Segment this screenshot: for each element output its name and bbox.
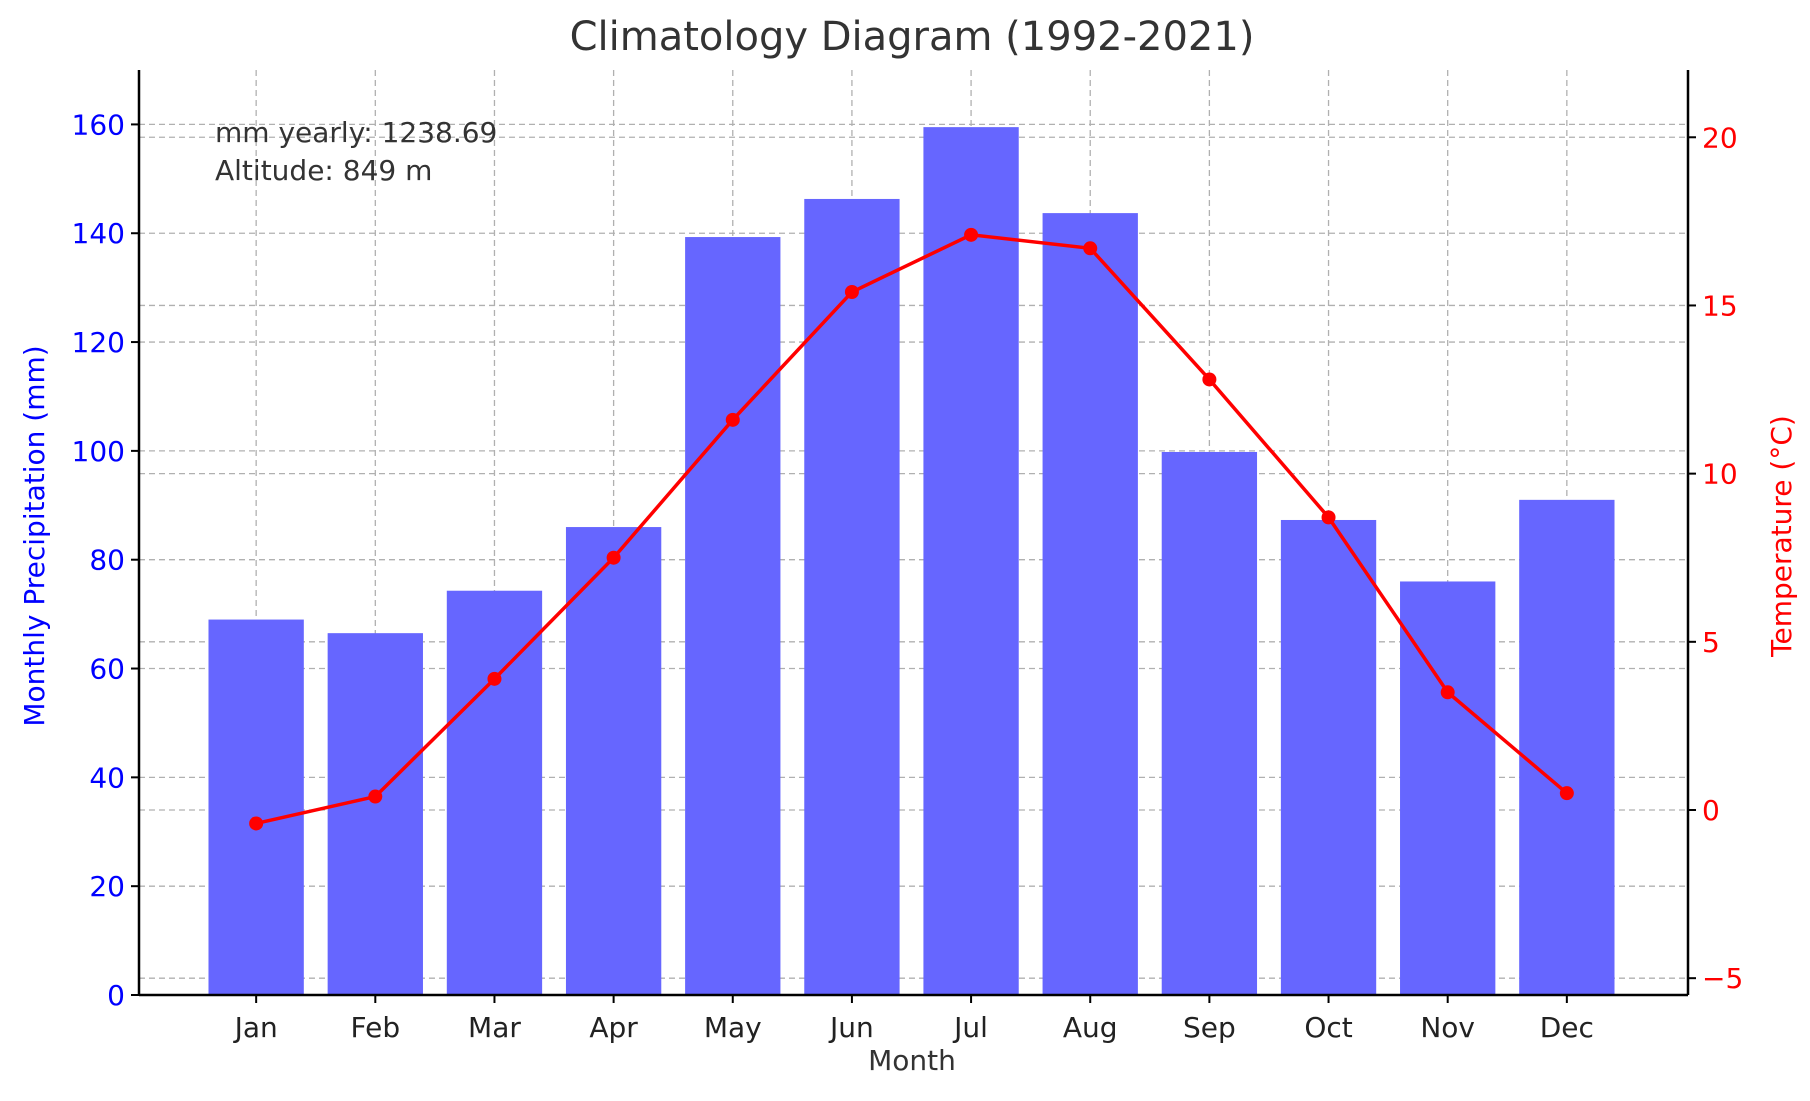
right-axis-tick-label: 0 (1702, 794, 1720, 827)
x-axis-tick-label-dec: Dec (1540, 1011, 1594, 1044)
right-axis-tick-label: 15 (1702, 289, 1738, 322)
left-axis-tick-label: 100 (72, 435, 125, 468)
x-axis-tick-label-jul: Jul (952, 1011, 988, 1044)
temperature-line (249, 227, 1574, 831)
precipitation-bar-aug (1042, 213, 1138, 996)
x-axis-tick-label-oct: Oct (1304, 1011, 1352, 1044)
temperature-point-aug (1083, 241, 1098, 256)
left-axis-tick-label: 20 (89, 870, 125, 903)
chart-text: Climatology Diagram (1992-2021) Month Mo… (18, 14, 1798, 1077)
annotation-altitude: Altitude: 849 m (215, 154, 432, 187)
right-axis-tick-label: 20 (1702, 121, 1738, 154)
temperature-point-apr (606, 550, 621, 565)
x-axis-tick-label-apr: Apr (589, 1011, 638, 1044)
left-axis-tick-label: 80 (89, 544, 125, 577)
left-axis-tick-label: 160 (72, 108, 125, 141)
temperature-point-nov (1440, 685, 1455, 700)
precipitation-bar-mar (446, 590, 543, 995)
right-axis-tick-label: −5 (1702, 962, 1743, 995)
x-axis-tick-label-sep: Sep (1183, 1011, 1236, 1044)
left-axis-tick-label: 120 (72, 326, 125, 359)
left-axis-tick-label: 60 (89, 653, 125, 686)
left-axis-tick-label: 40 (89, 761, 125, 794)
precipitation-bar-jan (208, 619, 304, 995)
temperature-point-jan (249, 816, 264, 831)
precipitation-bar-nov (1400, 581, 1496, 995)
temperature-point-mar (487, 671, 502, 686)
left-axis-label: Monthly Precipitation (mm) (18, 345, 51, 726)
precipitation-bar-oct (1280, 519, 1377, 995)
x-axis-tick-label-jan: Jan (233, 1011, 278, 1044)
precipitation-bar-feb (327, 633, 423, 995)
right-axis-tick-label: 10 (1702, 458, 1738, 491)
chart-title: Climatology Diagram (1992-2021) (570, 14, 1255, 60)
x-axis-tick-label-aug: Aug (1063, 1011, 1118, 1044)
precipitation-bar-may (685, 237, 781, 995)
x-axis-tick-label-feb: Feb (351, 1011, 401, 1044)
precipitation-bar-jun (804, 198, 900, 996)
axes: 0 20 40 60 80 100 120 140 160 −5 0 5 10 15 20 Jan Feb Mar… (72, 70, 1743, 1044)
annotation-yearly-precipitation: mm yearly: 1238.69 (215, 116, 497, 149)
temperature-point-jul (964, 227, 979, 242)
right-axis-tick-label: 5 (1702, 626, 1720, 659)
x-axis-tick-label-may: May (704, 1011, 762, 1044)
precipitation-bars (208, 127, 1615, 996)
temperature-point-sep (1202, 372, 1217, 387)
left-axis-tick-label: 0 (107, 979, 125, 1012)
temperature-polyline (255, 233, 1568, 826)
right-axis-label: Temperature (°C) (1765, 415, 1798, 658)
temperature-point-may (725, 412, 740, 427)
temperature-point-dec (1559, 786, 1574, 801)
left-axis-tick-label: 140 (72, 217, 125, 250)
precipitation-bar-sep (1161, 451, 1258, 995)
x-axis-tick-label-jun: Jun (828, 1011, 874, 1044)
precipitation-bar-dec (1519, 499, 1615, 995)
x-axis-label: Month (868, 1044, 956, 1077)
temperature-point-feb (368, 789, 383, 804)
precipitation-bar-apr (565, 527, 662, 995)
temperature-point-jun (844, 285, 859, 299)
x-axis-tick-label-nov: Nov (1420, 1011, 1475, 1044)
x-axis-tick-label-mar: Mar (468, 1011, 521, 1044)
temperature-point-oct (1321, 510, 1336, 525)
precipitation-bar-jul (923, 127, 1019, 996)
